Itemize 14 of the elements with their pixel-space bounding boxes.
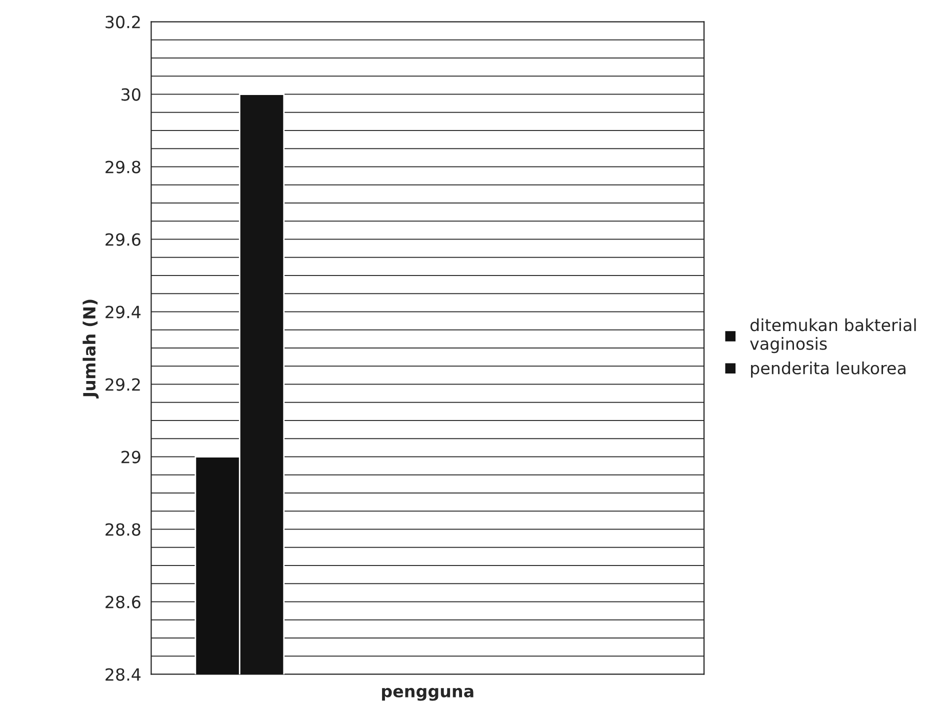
y-tick-label: 29.8 — [106, 160, 140, 174]
y-tick-label: 28.6 — [106, 596, 140, 608]
y-axis-title: Jumlah (N) — [82, 300, 99, 399]
y-tick-label: 28.4 — [106, 668, 141, 681]
y-tick-label: 29 — [121, 450, 140, 464]
y-tick-label: 29.2 — [106, 378, 140, 391]
y-tick-label: 30.2 — [106, 16, 140, 28]
y-tick-label: 29.6 — [106, 233, 140, 246]
y-tick-label: 29.4 — [106, 306, 141, 318]
y-tick-label: 30 — [122, 88, 140, 101]
y-tick-label: 28.8 — [106, 523, 140, 536]
legend-label: ditemukan bakterial vaginosis — [750, 318, 916, 354]
legend-label: penderita leukorea — [751, 362, 906, 378]
x-axis-title: pengguna — [382, 688, 474, 701]
